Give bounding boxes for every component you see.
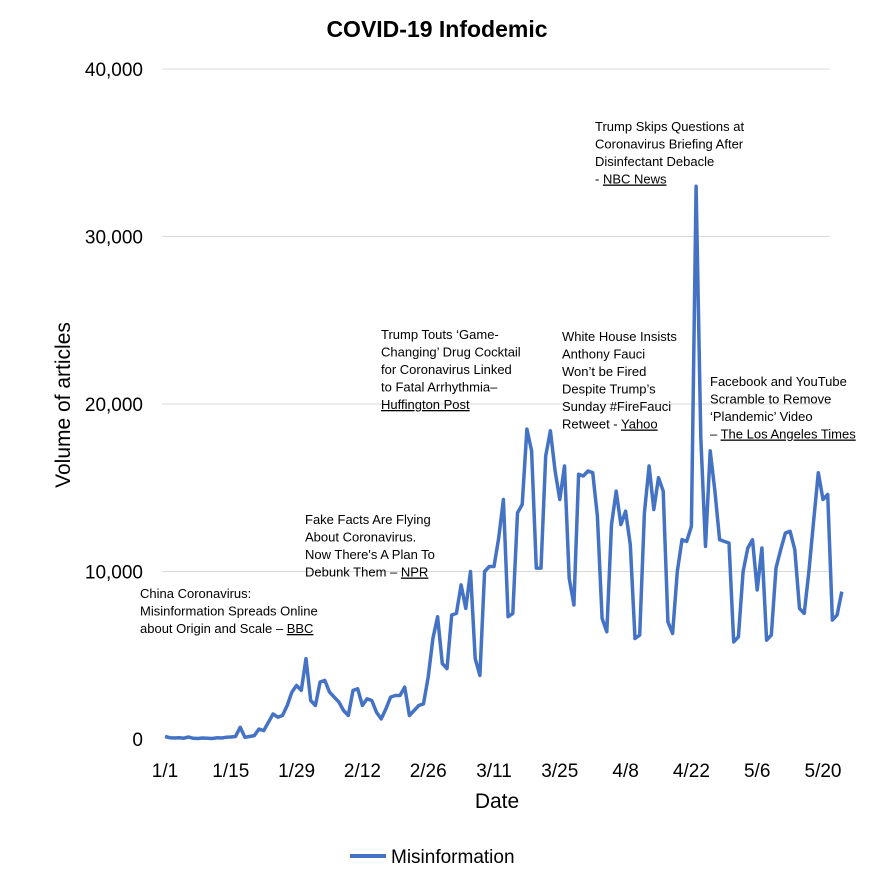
annotation-line: Trump Skips Questions at — [595, 119, 744, 134]
annotation-line: about Origin and Scale – BBC — [140, 621, 313, 636]
annotation-line: – The Los Angeles Times — [710, 427, 856, 442]
annotation-line: Trump Touts ‘Game- — [381, 327, 499, 342]
series-line-misinformation — [164, 184, 844, 741]
annotation-line: Despite Trump’s — [562, 382, 656, 397]
x-tick-label: 1/1 — [152, 761, 178, 782]
annotation-line: About Coronavirus. — [305, 530, 416, 545]
annotation-line: Scramble to Remove — [710, 392, 831, 407]
x-tick-label: 4/8 — [612, 761, 638, 782]
annotation-source-link[interactable]: Yahoo — [621, 417, 658, 432]
annotation-line: Debunk Them – NPR — [305, 565, 428, 580]
y-tick-labels: 0 10,000 20,000 30,000 40,000 — [85, 60, 143, 751]
x-tick-label: 5/6 — [744, 761, 770, 782]
x-tick-label: 1/15 — [212, 761, 249, 782]
annotation-source-link[interactable]: NBC News — [603, 172, 667, 187]
annotation-line: Won’t be Fired — [562, 364, 646, 379]
x-tick-label: 3/25 — [541, 761, 578, 782]
annotation-6: Facebook and YouTube Scramble to Remove ‘P… — [710, 374, 856, 442]
annotation-line: Coronavirus Briefing After — [595, 137, 744, 152]
annotation-line: ‘Plandemic’ Video — [710, 409, 813, 424]
x-tick-label: 2/26 — [410, 761, 447, 782]
annotation-5: Trump Skips Questions at Coronavirus Brie… — [595, 119, 744, 187]
annotations: China Coronavirus: Misinformation Spreads… — [140, 119, 856, 636]
annotation-line: for Coronavirus Linked — [381, 362, 512, 377]
x-tick-label: 5/20 — [805, 761, 842, 782]
y-tick-label: 0 — [132, 730, 143, 751]
annotation-2: Fake Facts Are Flying About Coronavirus. N… — [305, 512, 435, 580]
x-tick-label: 1/29 — [278, 761, 315, 782]
annotation-line: Misinformation Spreads Online — [140, 604, 318, 619]
annotation-3: Trump Touts ‘Game- Changing’ Drug Cocktai… — [381, 327, 521, 412]
x-tick-label: 2/12 — [344, 761, 381, 782]
annotation-source-link[interactable]: The Los Angeles Times — [721, 427, 857, 442]
annotation-source-link[interactable]: NPR — [401, 565, 428, 580]
annotation-line: Changing’ Drug Cocktail — [381, 345, 521, 360]
annotation-line: Huffington Post — [381, 397, 470, 412]
x-tick-label: 3/11 — [476, 761, 512, 782]
x-axis-label: Date — [475, 790, 519, 813]
annotation-line: Retweet - Yahoo — [562, 417, 658, 432]
chart-title: COVID-19 Infodemic — [326, 16, 547, 42]
annotation-line: - NBC News — [595, 172, 667, 187]
annotation-line: Facebook and YouTube — [710, 374, 847, 389]
annotation-line: Fake Facts Are Flying — [305, 512, 431, 527]
y-tick-label: 30,000 — [85, 228, 143, 249]
y-tick-label: 10,000 — [85, 563, 143, 584]
annotation-line: Disinfectant Debacle — [595, 154, 714, 169]
annotation-line: to Fatal Arrhythmia– — [381, 380, 498, 395]
legend-label-misinformation: Misinformation — [391, 847, 515, 868]
x-tick-label: 4/22 — [673, 761, 710, 782]
annotation-4: White House Insists Anthony Fauci Won’t be… — [562, 329, 677, 432]
annotation-line: Now There's A Plan To — [305, 547, 435, 562]
y-tick-label: 40,000 — [85, 60, 143, 81]
annotation-1: China Coronavirus: Misinformation Spreads… — [140, 586, 318, 636]
annotation-line: Sunday #FireFauci — [562, 399, 671, 414]
annotation-line: Anthony Fauci — [562, 347, 645, 362]
legend: Misinformation — [350, 847, 515, 868]
x-tick-labels: 1/1 1/15 1/29 2/12 2/26 3/11 3/25 4/8 4/22 5/6 5/2… — [152, 761, 842, 782]
gridlines — [162, 68, 830, 572]
annotation-source-link[interactable]: Huffington Post — [381, 397, 470, 412]
annotation-source-link[interactable]: BBC — [287, 621, 314, 636]
y-tick-label: 20,000 — [85, 395, 143, 416]
y-axis-label: Volume of articles — [52, 322, 75, 488]
annotation-line: China Coronavirus: — [140, 586, 251, 601]
annotation-line: White House Insists — [562, 329, 677, 344]
